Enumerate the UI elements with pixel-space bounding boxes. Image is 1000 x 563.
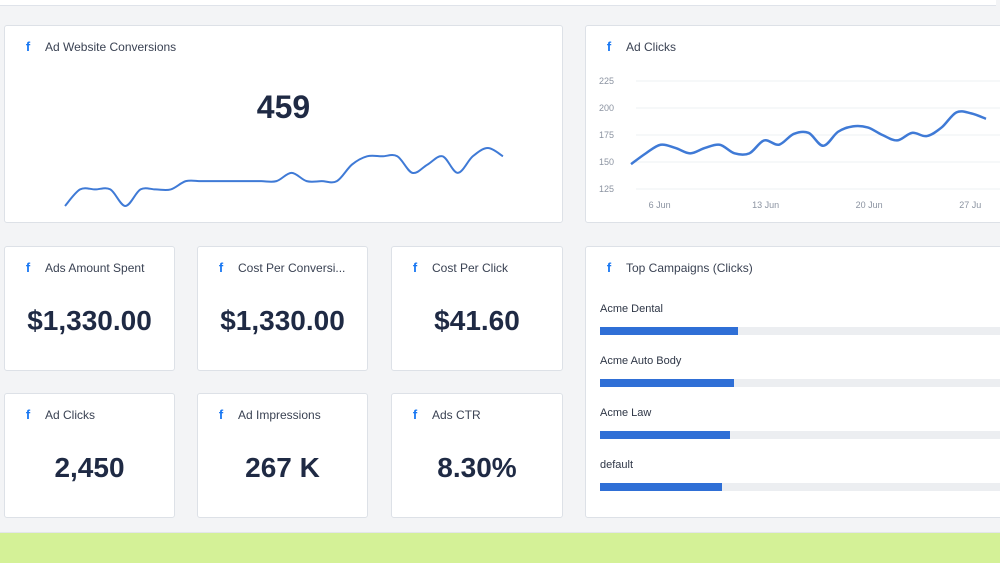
campaign-bar-track [600,483,1000,491]
facebook-icon: f [25,39,31,54]
footer-divider [0,532,1000,533]
card-header: f Ad Website Conversions [23,39,176,54]
card-header: f Ad Clicks [604,39,676,54]
top-campaigns-card[interactable]: f Top Campaigns (Clicks) Acme Dental Acm… [585,246,1000,518]
card-title: Top Campaigns (Clicks) [626,260,753,275]
ad-clicks-card[interactable]: f Ad Clicks 2,450 [4,393,175,518]
campaign-bar-track [600,431,1000,439]
card-header: f Ads CTR [410,407,481,422]
card-header: f Ads Amount Spent [23,260,145,275]
top-panel-edge [0,0,996,6]
facebook-icon: f [412,407,418,422]
amount-spent-value: $1,330.00 [27,305,152,336]
campaign-bar[interactable] [600,379,734,387]
facebook-icon: f [218,407,224,422]
conversions-card[interactable]: f Ad Website Conversions 459 [4,25,563,223]
campaign-label: default [600,459,634,471]
cost-per-click-card[interactable]: f Cost Per Click $41.60 [391,246,563,371]
ad-clicks-series-line [630,110,987,166]
facebook-icon: f [412,260,418,275]
campaign-bar-track [600,327,1000,335]
campaign-bar[interactable] [600,483,722,491]
footer-band [0,533,1000,563]
card-header: f Cost Per Click [410,260,508,275]
card-title: Ads CTR [432,407,481,422]
cost-per-conversion-card[interactable]: f Cost Per Conversi... $1,330.00 [197,246,368,371]
x-tick-label: 13 Jun [752,200,779,210]
facebook-icon: f [25,260,31,275]
card-title: Cost Per Click [432,260,509,275]
facebook-icon: f [218,260,224,275]
card-title: Ad Impressions [238,407,321,422]
y-tick-label: 150 [599,157,614,167]
card-header: f Cost Per Conversi... [216,260,346,275]
y-tick-label: 125 [599,184,614,194]
y-tick-label: 200 [599,103,614,113]
ad-clicks-chart-card[interactable]: f Ad Clicks 225 200 175 150 125 6 Jun 13 Jun 20… [585,25,1000,223]
impressions-value: 267 K [245,452,320,483]
ad-clicks-line-chart: 225 200 175 150 125 6 Jun 13 Jun 20 Jun 27 Ju [599,76,1000,210]
facebook-icon: f [606,260,612,275]
cost-per-click-value: $41.60 [434,305,520,336]
facebook-icon: f [606,39,612,54]
campaign-label: Acme Dental [600,303,663,315]
card-header: f Ad Impressions [216,407,321,422]
card-header: f Ad Clicks [23,407,95,422]
x-tick-label: 6 Jun [649,200,671,210]
card-title: Ad Website Conversions [45,39,177,54]
ctr-card[interactable]: f Ads CTR 8.30% [391,393,563,518]
ctr-value: 8.30% [437,452,517,483]
campaign-label: Acme Law [600,407,652,419]
ad-clicks-value: 2,450 [54,452,125,483]
x-tick-label: 27 Ju [959,200,981,210]
card-title: Cost Per Conversi... [238,260,346,275]
conversions-series-line [64,146,504,208]
campaign-bar[interactable] [600,327,739,335]
x-tick-label: 20 Jun [856,200,883,210]
campaign-bar-track [600,379,1000,387]
campaign-bar[interactable] [600,431,730,439]
card-title: Ad Clicks [45,407,96,422]
card-header: f Top Campaigns (Clicks) [604,260,753,275]
campaign-label: Acme Auto Body [600,355,682,367]
impressions-card[interactable]: f Ad Impressions 267 K [197,393,368,518]
conversions-sparkline [64,146,504,208]
card-title: Ads Amount Spent [45,260,145,275]
y-tick-label: 175 [599,130,614,140]
conversions-value: 459 [256,89,311,125]
cost-per-conversion-value: $1,330.00 [220,305,345,336]
amount-spent-card[interactable]: f Ads Amount Spent $1,330.00 [4,246,175,371]
y-tick-label: 225 [599,76,614,86]
facebook-icon: f [25,407,31,422]
card-title: Ad Clicks [626,39,677,54]
